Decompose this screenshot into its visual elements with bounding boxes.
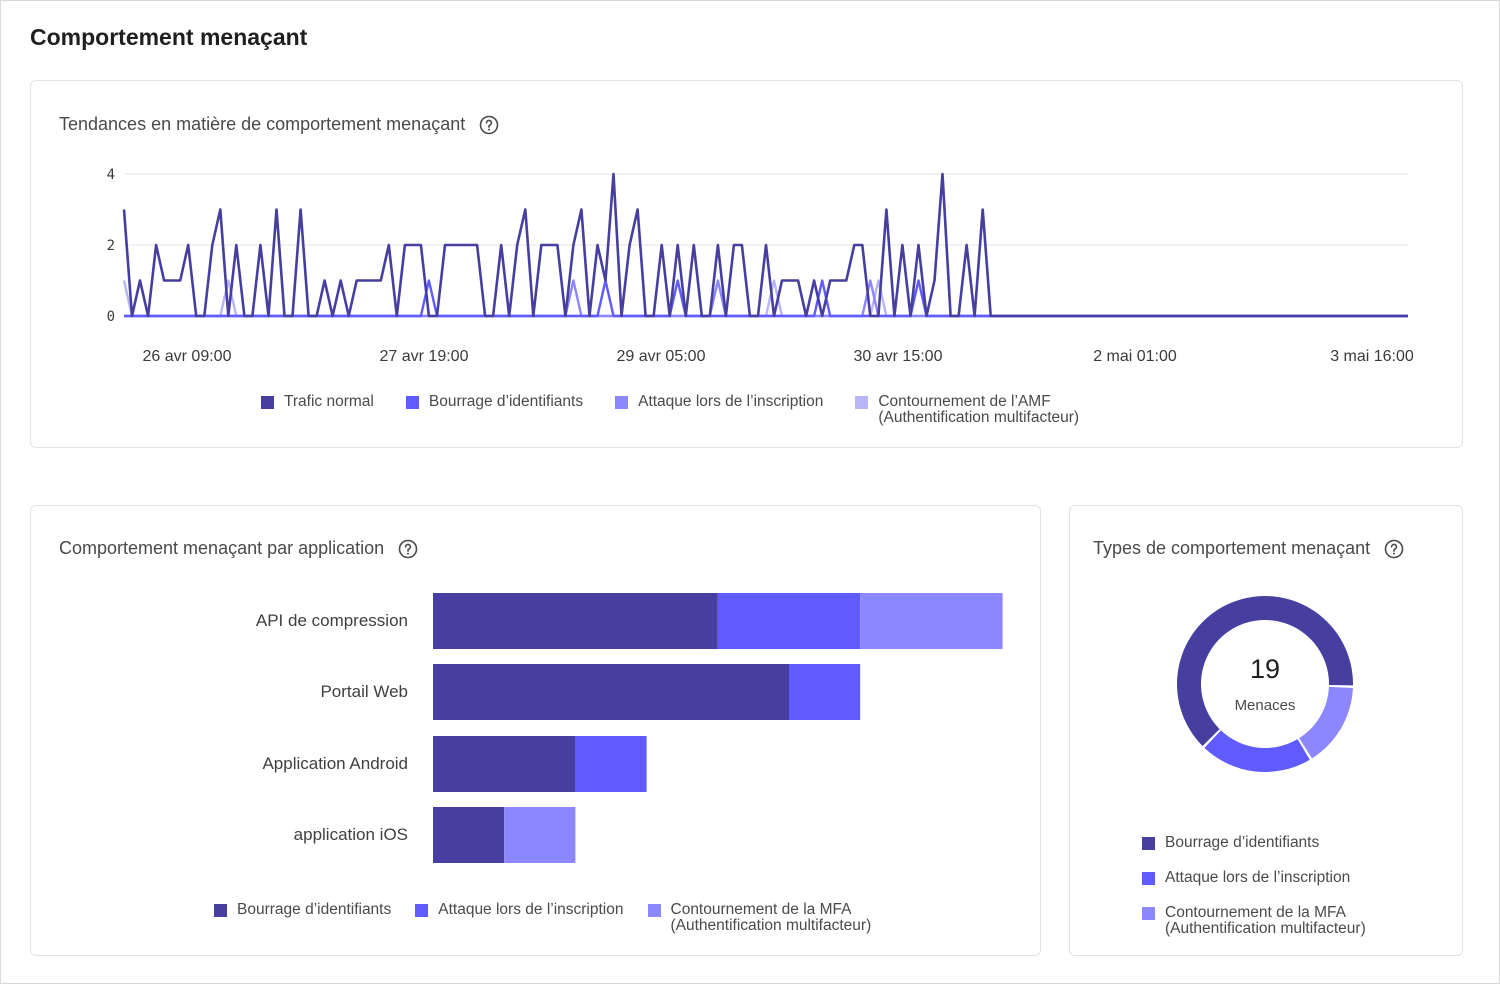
- legend-item-credential[interactable]: Bourrage d’identifiants: [214, 902, 391, 918]
- x-tick-label: 30 avr 15:00: [854, 348, 943, 365]
- bar-segment[interactable]: [433, 736, 576, 792]
- legend-swatch: [647, 904, 661, 917]
- x-tick-label: 29 avr 05:00: [617, 348, 706, 365]
- bar-category-label: application iOS: [293, 825, 408, 844]
- trend-legend: Trafic normal Bourrage d’identifiants At…: [261, 394, 1111, 426]
- line-series-0: [122, 172, 1408, 318]
- y-tick-label: 0: [107, 309, 115, 325]
- bar-category-label: Application Android: [262, 754, 408, 773]
- legend-item-signup[interactable]: Attaque lors de l’inscription: [415, 901, 624, 918]
- types-legend: Bourrage d’identifiants Attaque lors de …: [1142, 835, 1366, 956]
- legend-item-signup[interactable]: Attaque lors de l’inscription: [1142, 870, 1366, 886]
- app-card-title-row: Comportement menaçant par application: [59, 538, 418, 559]
- trend-line-chart: 0 2 4 26 avr 09:00 27 avr 19:00 29 avr 05:00 3…: [107, 167, 1414, 365]
- types-card: Types de comportement menaçant 19 Menace…: [1069, 505, 1463, 956]
- legend-label: Contournement de l’AMF (Authentification…: [878, 393, 1080, 426]
- y-tick-label: 4: [107, 167, 115, 183]
- x-tick-label: 26 avr 09:00: [143, 348, 232, 365]
- help-circle-icon[interactable]: [479, 115, 499, 135]
- x-tick-label: 27 avr 19:00: [380, 348, 469, 365]
- legend-label: Trafic normal: [284, 393, 374, 410]
- legend-swatch: [214, 904, 227, 917]
- bar-segment[interactable]: [717, 593, 861, 649]
- page-title: Comportement menaçant: [30, 24, 308, 50]
- app-card-title: Comportement menaçant par application: [59, 538, 385, 558]
- types-card-title: Types de comportement menaçant: [1093, 538, 1371, 558]
- legend-item-credential[interactable]: Bourrage d’identifiants: [405, 393, 584, 410]
- legend-item-signup[interactable]: Attaque lors de l’inscription: [615, 394, 823, 410]
- legend-swatch: [261, 396, 274, 409]
- legend-swatch: [1142, 907, 1155, 920]
- legend-item-credential[interactable]: Bourrage d’identifiants: [1142, 835, 1366, 851]
- trend-card-title: Tendances en matière de comportement men…: [59, 114, 466, 134]
- app-bar-chart: [433, 593, 1003, 863]
- legend-label: Attaque lors de l’inscription: [638, 393, 824, 410]
- bar-segment[interactable]: [860, 593, 1003, 649]
- trend-card-title-row: Tendances en matière de comportement men…: [59, 114, 499, 135]
- legend-swatch: [855, 396, 869, 409]
- legend-item-mfa[interactable]: Contournement de l’AMF (Authentification…: [855, 394, 1079, 426]
- donut-slice[interactable]: [1177, 596, 1353, 746]
- app-card: Comportement menaçant par application AP…: [30, 505, 1041, 956]
- trend-card: Tendances en matière de comportement men…: [30, 80, 1463, 448]
- bar-segment[interactable]: [433, 807, 505, 863]
- legend-label: Attaque lors de l’inscription: [438, 901, 624, 918]
- legend-label: Contournement de la MFA (Authentificatio…: [670, 901, 872, 934]
- bar-category-label: API de compression: [255, 611, 408, 630]
- legend-label: Bourrage d’identifiants: [1165, 834, 1320, 851]
- bar-segment[interactable]: [789, 664, 861, 720]
- donut-total-label: Menaces: [1234, 697, 1296, 714]
- legend-swatch: [1142, 837, 1155, 850]
- legend-swatch: [405, 396, 419, 409]
- legend-item-mfa[interactable]: Contournement de la MFA (Authentificatio…: [647, 901, 872, 934]
- help-circle-icon[interactable]: [398, 539, 418, 559]
- bar-segment[interactable]: [433, 593, 718, 649]
- donut-slice[interactable]: [1299, 686, 1353, 759]
- x-tick-label: 2 mai 01:00: [1093, 348, 1177, 365]
- help-circle-icon[interactable]: [1384, 539, 1404, 559]
- legend-label: Bourrage d’identifiants: [237, 901, 392, 918]
- donut-slice[interactable]: [1204, 730, 1310, 772]
- legend-item-mfa[interactable]: Contournement de la MFA (Authentificatio…: [1142, 905, 1366, 937]
- legend-swatch: [415, 904, 429, 917]
- legend-label: Bourrage d’identifiants: [428, 393, 584, 410]
- x-tick-label: 3 mai 16:00: [1330, 348, 1414, 365]
- types-card-title-row: Types de comportement menaçant: [1093, 538, 1404, 559]
- bar-category-label: Portail Web: [320, 682, 408, 701]
- bar-segment[interactable]: [575, 736, 647, 792]
- bar-segment[interactable]: [504, 807, 576, 863]
- legend-label: Contournement de la MFA (Authentificatio…: [1165, 904, 1366, 937]
- types-donut-chart: [1177, 596, 1353, 772]
- legend-swatch: [1142, 872, 1155, 885]
- legend-swatch: [615, 396, 629, 409]
- donut-total: 19: [1249, 654, 1281, 684]
- legend-label: Attaque lors de l’inscription: [1165, 869, 1351, 886]
- y-tick-label: 2: [107, 238, 115, 254]
- legend-item-trafic-normal[interactable]: Trafic normal: [261, 394, 374, 410]
- bar-segment[interactable]: [433, 664, 789, 720]
- app-legend: Bourrage d’identifiants Attaque lors de …: [214, 902, 903, 934]
